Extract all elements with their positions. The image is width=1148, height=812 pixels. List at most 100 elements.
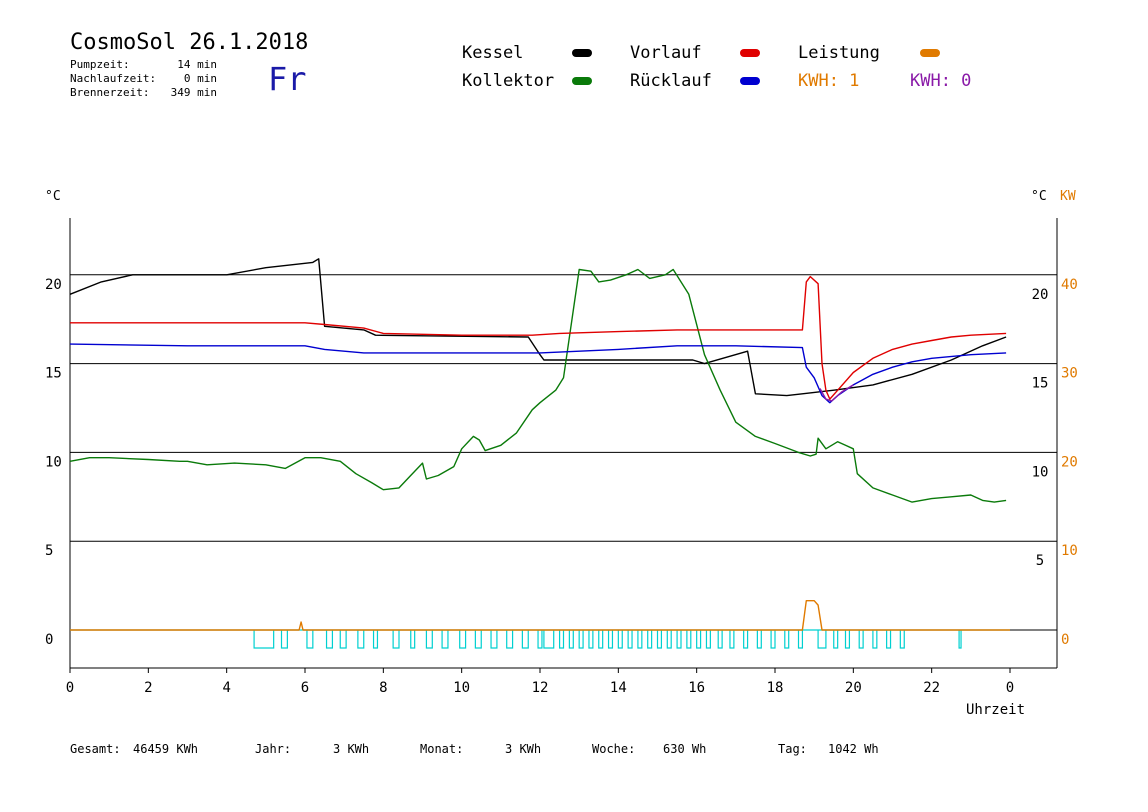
series-ruecklauf xyxy=(69,343,1007,404)
monat-value: 3 KWh xyxy=(505,742,542,756)
legend-kessel: Kessel xyxy=(462,43,524,63)
nachlaufzeit-label: Nachlaufzeit: xyxy=(70,72,157,85)
y-tick-left: 0 xyxy=(45,632,53,648)
legend-vorlauf-swatch xyxy=(740,49,760,57)
right-axis-unit: °C xyxy=(1031,189,1047,204)
legend-kollektor-swatch xyxy=(572,77,592,85)
woche-label: Woche: xyxy=(592,742,636,756)
tag-value: 1042 Wh xyxy=(828,742,879,756)
pump-run xyxy=(676,630,682,649)
legend-vorlauf: Vorlauf xyxy=(630,43,702,63)
pump-run xyxy=(607,630,614,649)
pump-run xyxy=(306,630,314,649)
y-tick-kw: 20 xyxy=(1061,454,1078,470)
jahr-value: 3 KWh xyxy=(333,742,370,756)
pump-run xyxy=(280,630,288,649)
y-tick-kw: 0 xyxy=(1061,632,1069,648)
x-tick-label: 6 xyxy=(301,680,309,696)
pump-run xyxy=(410,630,416,649)
legend-kwh1: KWH: 1 xyxy=(798,71,860,91)
pump-run xyxy=(339,630,347,649)
pump-run xyxy=(729,630,735,649)
pump-run xyxy=(558,630,565,649)
pump-run xyxy=(958,630,962,649)
monat-label: Monat: xyxy=(420,742,464,756)
pump-run xyxy=(717,630,723,649)
x-tick-label: 0 xyxy=(1006,680,1014,696)
x-tick-label: 18 xyxy=(767,680,784,696)
pump-run xyxy=(756,630,762,649)
pump-run xyxy=(647,630,653,649)
pump-run xyxy=(325,630,334,649)
weekday-label: Fr xyxy=(268,60,307,98)
pump-run xyxy=(537,630,543,649)
y-tick-kw: 30 xyxy=(1061,366,1078,382)
x-tick-label: 2 xyxy=(144,680,152,696)
x-tick-label: 16 xyxy=(688,680,705,696)
pump-run xyxy=(392,630,400,649)
pump-run xyxy=(886,630,892,649)
pump-run xyxy=(441,630,449,649)
brennerzeit-value: 349 min xyxy=(170,86,217,99)
y-tick-left: 10 xyxy=(45,454,62,470)
pump-run xyxy=(743,630,749,649)
pump-run xyxy=(696,630,702,649)
y-tick-kw: 40 xyxy=(1061,277,1078,293)
x-axis-label: Uhrzeit xyxy=(966,702,1026,718)
pump-run xyxy=(833,630,839,649)
pump-run xyxy=(627,630,633,649)
series-kollektor xyxy=(69,268,1007,503)
pump-run xyxy=(656,630,663,649)
pump-run xyxy=(568,630,574,649)
pump-run xyxy=(899,630,905,649)
x-tick-label: 12 xyxy=(532,680,549,696)
kw-axis-unit: KW xyxy=(1060,189,1076,204)
x-tick-label: 14 xyxy=(610,680,627,696)
x-tick-label: 22 xyxy=(923,680,940,696)
legend-leistung: Leistung xyxy=(798,43,880,63)
gesamt-label: Gesamt: xyxy=(70,742,121,756)
y-tick-right: 15 xyxy=(1032,376,1049,392)
series-vorlauf xyxy=(70,275,1007,400)
pump-run xyxy=(598,630,604,649)
pump-run xyxy=(578,630,584,649)
series-kwh0 xyxy=(819,384,854,402)
pump-run xyxy=(506,630,514,649)
pump-run xyxy=(253,630,275,649)
pump-run xyxy=(858,630,864,649)
y-tick-left: 15 xyxy=(45,366,62,382)
legend-kollektor: Kollektor xyxy=(462,71,555,91)
x-tick-label: 0 xyxy=(66,680,74,696)
tag-label: Tag: xyxy=(778,742,807,756)
pump-run xyxy=(588,630,594,649)
legend-ruecklauf: Rücklauf xyxy=(630,71,712,91)
pump-run xyxy=(637,630,643,649)
y-tick-right: 20 xyxy=(1032,287,1049,303)
pump-run xyxy=(817,630,827,649)
pump-run xyxy=(357,630,365,649)
pump-run xyxy=(474,630,482,649)
pump-run xyxy=(872,630,878,649)
x-tick-label: 10 xyxy=(453,680,470,696)
pump-run xyxy=(372,630,379,649)
brennerzeit-label: Brennerzeit: xyxy=(70,86,150,99)
jahr-label: Jahr: xyxy=(255,742,292,756)
pump-run xyxy=(797,630,804,649)
pump-run xyxy=(459,630,467,649)
pump-run xyxy=(521,630,529,649)
pump-run xyxy=(617,630,623,649)
y-tick-left: 5 xyxy=(45,543,53,559)
woche-value: 630 Wh xyxy=(663,742,707,756)
legend-kwh0: KWH: 0 xyxy=(910,71,972,91)
series-kessel xyxy=(69,258,1007,397)
pump-run xyxy=(490,630,498,649)
series-leistung xyxy=(70,600,1010,631)
legend-ruecklauf-swatch xyxy=(740,77,760,85)
x-tick-label: 20 xyxy=(845,680,862,696)
pumpzeit-label: Pumpzeit: xyxy=(70,58,130,71)
x-tick-label: 8 xyxy=(379,680,387,696)
pump-run xyxy=(686,630,692,649)
legend-leistung-swatch xyxy=(920,49,940,57)
pump-run xyxy=(770,630,776,649)
